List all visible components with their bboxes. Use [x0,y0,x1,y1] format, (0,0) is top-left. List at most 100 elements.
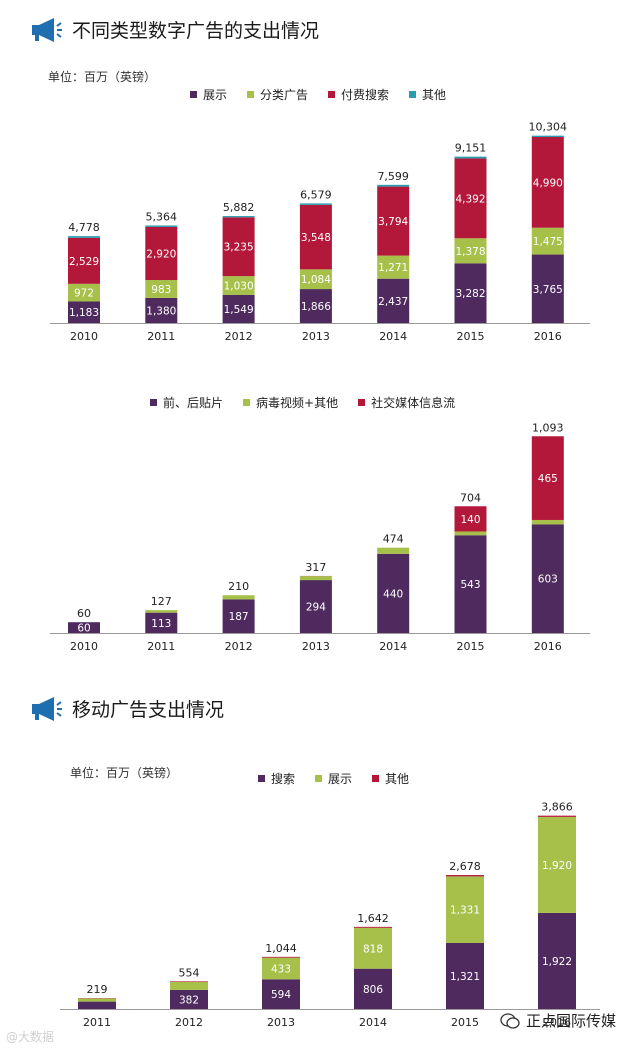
bar-value-label: 1,475 [533,236,563,248]
bar-value-label: 1,920 [542,860,572,872]
bar-value-label: 4,990 [533,177,563,189]
bar-total-label: 9,151 [455,142,487,155]
legend-label: 其他 [422,88,447,102]
bar-segment [145,612,178,633]
bar-value-label: 2,529 [69,256,99,268]
legend-item: 其他 [409,86,446,103]
bar-segment [538,815,576,817]
bar-value-label: 1,378 [455,246,485,258]
bar-value-label: 1,183 [69,307,99,319]
bar-value-label: 187 [229,611,249,623]
bar-total-label: 554 [179,966,200,979]
bar-segment [446,875,484,877]
bar-segment [538,816,576,913]
bar-total-label: 219 [87,983,108,996]
bar-total-label: 127 [151,595,172,608]
bar-value-label: 594 [271,989,291,1001]
bar-value-label: 972 [74,288,94,300]
bar-value-label: 3,548 [301,232,331,244]
x-tick-label: 2016 [534,330,562,343]
bar-segment [262,956,300,958]
bar-value-label: 4,392 [455,193,485,205]
bar-total-label: 3,866 [541,801,573,814]
legend-label: 病毒视频+其他 [256,396,339,410]
bar-value-label: 3,765 [533,284,563,296]
legend-item: 前、后贴片 [150,394,223,411]
legend-label: 分类广告 [260,88,309,102]
x-tick-label: 2014 [379,330,407,343]
x-tick-label: 2012 [175,1016,203,1029]
bar-value-label: 60 [77,623,90,635]
legend-swatch [315,775,323,782]
bar-value-label: 806 [363,984,383,996]
bar-segment [78,1001,116,1009]
x-tick-label: 2010 [70,330,98,343]
bar-segment [68,622,100,633]
bar-segment [68,301,100,323]
section-header-1: 不同类型数字广告的支出情况 [30,16,319,43]
bar-segment [377,553,410,633]
bar-segment [377,184,410,187]
bar-segment [377,186,410,256]
x-tick-label: 2014 [379,640,407,653]
bar-segment [222,294,255,323]
legend-item: 社交媒体信息流 [358,394,455,411]
bar-value-label: 818 [363,943,383,955]
x-tick-label: 2015 [457,330,485,343]
bar-total-label: 1,044 [265,942,297,955]
bar-value-label: 1,866 [301,301,331,313]
legend-label: 展示 [328,772,353,786]
bar-segment [170,989,208,1009]
bar-segment [446,876,484,943]
x-tick-label: 2011 [147,640,175,653]
bar-total-label: 317 [305,561,326,574]
bar-segment [531,524,564,633]
legend-swatch [409,91,417,98]
legend-label: 前、后贴片 [163,396,224,410]
bar-value-label: 382 [179,994,199,1006]
x-tick-label: 2010 [70,640,98,653]
bar-segment [454,158,487,239]
bar-value-label: 1,380 [146,305,176,317]
bar-total-label: 474 [383,533,404,546]
bar-segment [262,979,300,1009]
bar-segment [222,599,255,633]
bar-segment [454,263,487,323]
bar-segment [145,225,178,227]
megaphone-icon [32,17,62,42]
bar-segment [377,255,410,279]
legend-2: 前、后贴片 病毒视频+其他 社交媒体信息流 [150,394,455,411]
legend-item: 展示 [190,86,227,103]
bar-segment [454,238,487,264]
bar-value-label: 3,794 [378,216,408,228]
section-header-2: 移动广告支出情况 [30,695,224,722]
bar-value-label: 140 [460,514,480,526]
bar-segment [531,254,564,323]
x-tick-label: 2016 [534,640,562,653]
bar-value-label: 294 [306,602,326,614]
bar-total-label: 2,678 [449,860,481,873]
bar-segment [531,227,564,255]
legend-swatch [372,775,380,782]
megaphone-icon [32,696,62,721]
x-tick-label: 2011 [83,1016,111,1029]
x-tick-label: 2016 [543,1016,571,1029]
chat-bubble-icon [500,1012,520,1029]
bar-segment [145,610,178,613]
bar-segment [454,506,487,532]
bar-segment [222,216,255,218]
legend-swatch [247,91,255,98]
chart-2: 60 60 2010 113 127 2011 187 210 2012 294 317 2013 44… [50,421,590,653]
bar-total-label: 5,364 [146,210,178,223]
bar-value-label: 465 [538,473,558,485]
legend-label: 社交媒体信息流 [371,396,456,410]
legend-swatch [328,91,336,98]
bar-value-label: 113 [151,618,171,630]
bar-segment [299,580,332,633]
bar-segment [299,289,332,323]
bar-segment [531,436,564,520]
bar-total-label: 6,579 [300,188,332,201]
bar-total-label: 7,599 [377,170,409,183]
bar-value-label: 3,282 [455,288,485,300]
